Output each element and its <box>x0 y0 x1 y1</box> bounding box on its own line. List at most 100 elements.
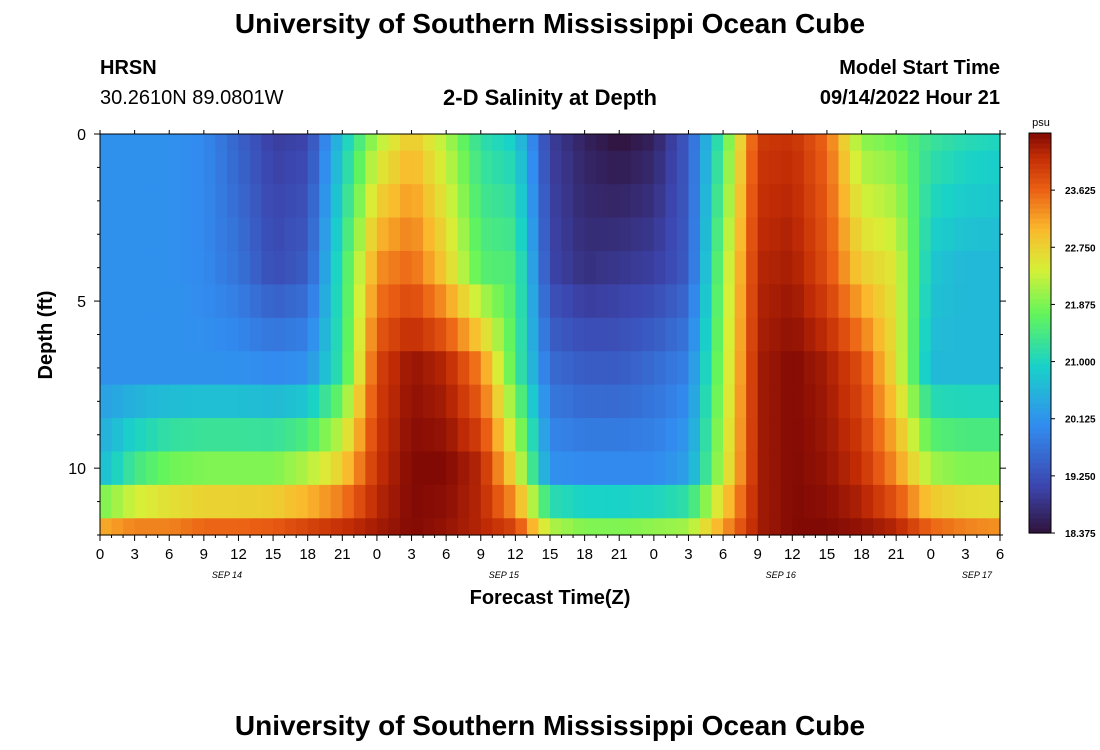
heatmap-cell <box>411 384 424 419</box>
colorbar-segment <box>1029 303 1051 309</box>
heatmap-cell <box>665 518 678 536</box>
colorbar-segment <box>1029 463 1051 469</box>
heatmap-cell <box>711 250 724 285</box>
colorbar-segment <box>1029 323 1051 329</box>
colorbar-segment <box>1029 423 1051 429</box>
heatmap-cell <box>815 284 828 319</box>
heatmap-cell <box>988 150 1001 185</box>
heatmap-cell <box>642 518 655 536</box>
x-tick-label: 12 <box>507 546 524 563</box>
colorbar-segment <box>1029 418 1051 424</box>
heatmap-cell <box>561 250 574 285</box>
heatmap-cell <box>550 484 563 519</box>
heatmap-cell <box>826 217 840 252</box>
heatmap-cell <box>792 184 805 219</box>
heatmap-cell <box>896 317 909 352</box>
heatmap-cell <box>953 484 966 519</box>
heatmap-cell <box>942 250 955 285</box>
heatmap-cell <box>850 250 863 285</box>
heatmap-cell <box>838 317 851 352</box>
heatmap-cell <box>492 150 505 185</box>
heatmap-cell <box>734 384 747 419</box>
heatmap-cell <box>538 518 551 536</box>
heatmap-cell <box>792 384 805 419</box>
colorbar-segment <box>1029 393 1051 399</box>
heatmap-cell <box>515 217 528 252</box>
heatmap-cell <box>711 217 724 252</box>
heatmap-cell <box>123 184 136 219</box>
heatmap-cell <box>792 134 805 152</box>
heatmap-cell <box>157 518 170 536</box>
heatmap-cell <box>446 317 459 352</box>
heatmap-cell <box>307 184 320 219</box>
heatmap-cell <box>226 384 240 419</box>
colorbar-segment <box>1029 493 1051 499</box>
heatmap-cell <box>457 451 470 486</box>
heatmap-cell <box>480 518 493 536</box>
heatmap-cell <box>688 250 701 285</box>
heatmap-cell <box>861 217 874 252</box>
heatmap-cell <box>953 451 966 486</box>
heatmap-cell <box>469 250 482 285</box>
heatmap-cell <box>307 284 320 319</box>
heatmap-cell <box>976 184 990 219</box>
heatmap-cell <box>400 134 413 152</box>
heatmap-cell <box>376 384 390 419</box>
heatmap-cell <box>965 518 978 536</box>
heatmap-cell <box>734 484 747 519</box>
heatmap-cell <box>665 134 678 152</box>
heatmap-cell <box>503 484 516 519</box>
date-label: SEP 14 <box>212 570 242 580</box>
plot-title: 2-D Salinity at Depth <box>443 85 657 110</box>
x-tick-label: 6 <box>719 546 727 563</box>
colorbar-segment <box>1029 238 1051 244</box>
heatmap-cell <box>653 250 666 285</box>
heatmap-cell <box>942 451 955 486</box>
heatmap-cell <box>388 134 401 152</box>
heatmap-cell <box>850 217 863 252</box>
heatmap-cell <box>919 418 932 453</box>
heatmap-cell <box>734 317 747 352</box>
heatmap-cell <box>919 317 932 352</box>
heatmap-cell <box>734 518 747 536</box>
heatmap-cell <box>930 317 943 352</box>
heatmap-cell <box>365 217 378 252</box>
heatmap-cell <box>423 134 436 152</box>
heatmap-cell <box>803 351 816 386</box>
heatmap-cell <box>157 284 170 319</box>
heatmap-cell <box>261 150 274 185</box>
heatmap-cell <box>330 384 343 419</box>
heatmap-cell <box>307 250 320 285</box>
heatmap-cell <box>907 284 920 319</box>
heatmap-cell <box>734 134 747 152</box>
heatmap-cell <box>307 518 320 536</box>
heatmap-cell <box>988 134 1001 152</box>
heatmap-cell <box>538 150 551 185</box>
heatmap-cell <box>526 384 540 419</box>
heatmap-cell <box>526 184 540 219</box>
heatmap-cell <box>688 451 701 486</box>
heatmap-cell <box>700 351 713 386</box>
x-tick-label: 3 <box>407 546 415 563</box>
heatmap-cell <box>584 418 597 453</box>
heatmap-cell <box>180 351 193 386</box>
heatmap-cell <box>134 384 147 419</box>
heatmap-cell <box>503 418 516 453</box>
heatmap-cell <box>169 518 182 536</box>
heatmap-cell <box>480 484 493 519</box>
heatmap-cell <box>896 451 909 486</box>
heatmap-cell <box>953 384 966 419</box>
heatmap-cell <box>792 518 805 536</box>
heatmap-cell <box>238 351 251 386</box>
colorbar-segment <box>1029 413 1051 419</box>
heatmap-cell <box>434 384 447 419</box>
heatmap-cell <box>273 351 286 386</box>
heatmap-cell <box>838 351 851 386</box>
heatmap-cell <box>400 518 413 536</box>
heatmap-cell <box>192 418 205 453</box>
heatmap-cell <box>896 134 909 152</box>
heatmap-cell <box>446 418 459 453</box>
heatmap-cell <box>573 418 586 453</box>
heatmap-cell <box>526 134 540 152</box>
heatmap-cell <box>400 351 413 386</box>
